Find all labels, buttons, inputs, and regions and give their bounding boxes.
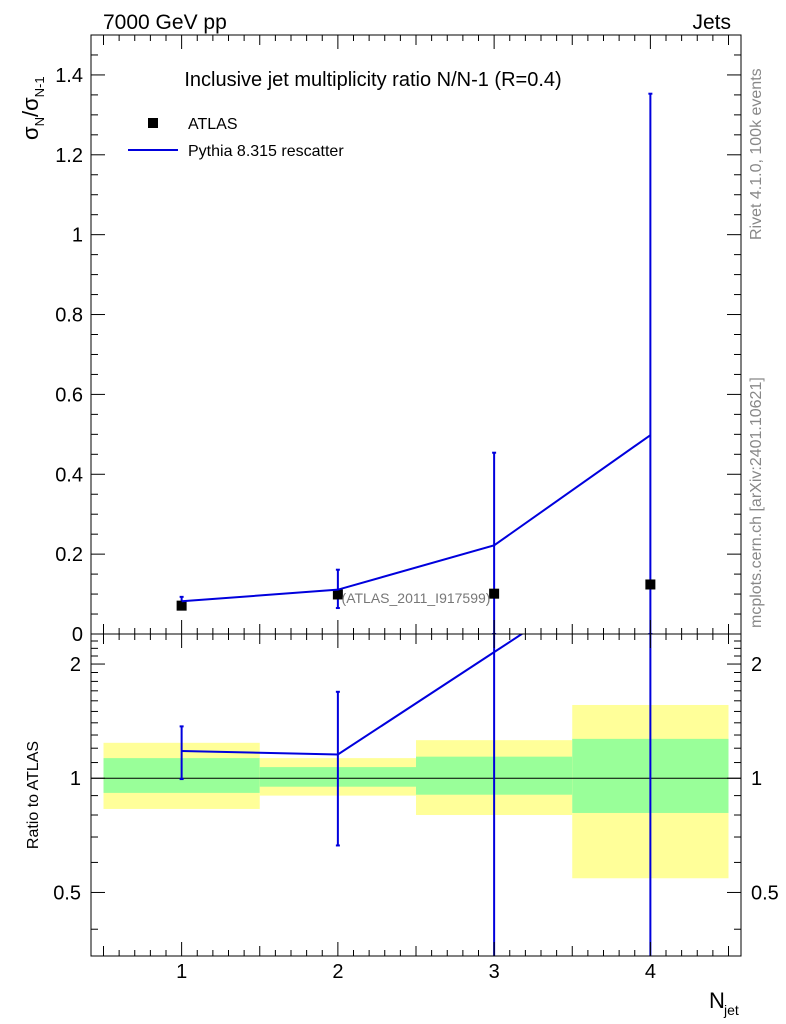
ylabel-sigma2: σ [18, 97, 43, 111]
x-axis-label: N jet [709, 988, 739, 1018]
ratio-mc-line [181, 634, 524, 756]
ratio-y-axis-label: Ratio to ATLAS [25, 741, 42, 849]
atlas-data-point [332, 589, 343, 600]
ratio-y-tick-label-right: 2 [751, 654, 762, 676]
xlabel-sub: jet [723, 1002, 739, 1018]
chart-title: Inclusive jet multiplicity ratio N/N-1 (… [184, 69, 561, 91]
main-panel: 0 0.2 0.4 0.6 0.8 1 1.2 1.4 Inclusive jet multi… [18, 34, 742, 646]
main-y-axis-label: σN/σN-1 [18, 76, 47, 140]
x-tick-label: 2 [332, 961, 343, 983]
y-tick-label: 0.8 [55, 305, 83, 327]
legend: ATLAS Pythia 8.315 rescatter [128, 116, 344, 160]
ylabel-sub2: N-1 [32, 76, 47, 97]
y-tick-label: 0.2 [55, 544, 83, 566]
ratio-y-tick-label-right: 1 [751, 768, 762, 790]
ratio-axis-ticks: 1 2 3 4 0.5 0.5 1 1 2 2 [53, 634, 779, 983]
legend-atlas-marker [148, 118, 158, 128]
legend-pythia-label: Pythia 8.315 rescatter [188, 143, 344, 160]
x-tick-label: 1 [176, 961, 187, 983]
main-axis-ticks: 0 0.2 0.4 0.6 0.8 1 1.2 1.4 [55, 35, 741, 646]
x-tick-label: 4 [645, 961, 656, 983]
svg-text:σN/σN-1: σN/σN-1 [18, 76, 47, 140]
atlas-data-point [176, 600, 187, 611]
ratio-y-tick-label-right: 0.5 [751, 882, 779, 904]
energy-label: 7000 GeV pp [103, 11, 227, 34]
ratio-y-tick-label-left: 2 [70, 654, 81, 676]
ylabel-sigma1: σ [18, 126, 43, 140]
y-tick-label: 0 [72, 624, 83, 646]
y-tick-label: 1.4 [55, 65, 83, 87]
ylabel-sub1: N [32, 117, 47, 126]
xlabel-main: N [709, 988, 725, 1013]
category-label: Jets [692, 11, 731, 34]
atlas-data-point [645, 579, 656, 590]
y-tick-label: 0.6 [55, 384, 83, 406]
analysis-id-label: (ATLAS_2011_I917599) [342, 590, 491, 606]
y-tick-label: 0.4 [55, 464, 83, 486]
mc-line [181, 434, 651, 603]
ratio-y-tick-label-left: 1 [70, 768, 81, 790]
main-plot-content [176, 92, 656, 634]
ratio-panel: 1 2 3 4 0.5 0.5 1 1 2 2 Ratio to ATLAS [25, 633, 779, 983]
mcplots-label: mcplots.cern.ch [arXiv:2401.10621] [748, 377, 765, 628]
ylabel-slash: / [18, 110, 43, 117]
ratio-plot-content [91, 634, 741, 956]
atlas-data-point [489, 588, 500, 599]
ratio-y-tick-label-left: 0.5 [53, 882, 81, 904]
x-tick-label: 3 [489, 961, 500, 983]
y-tick-label: 1 [72, 225, 83, 247]
legend-atlas-label: ATLAS [188, 116, 238, 133]
y-tick-label: 1.2 [55, 145, 83, 167]
rivet-version-label: Rivet 4.1.0, 100k events [748, 68, 765, 240]
